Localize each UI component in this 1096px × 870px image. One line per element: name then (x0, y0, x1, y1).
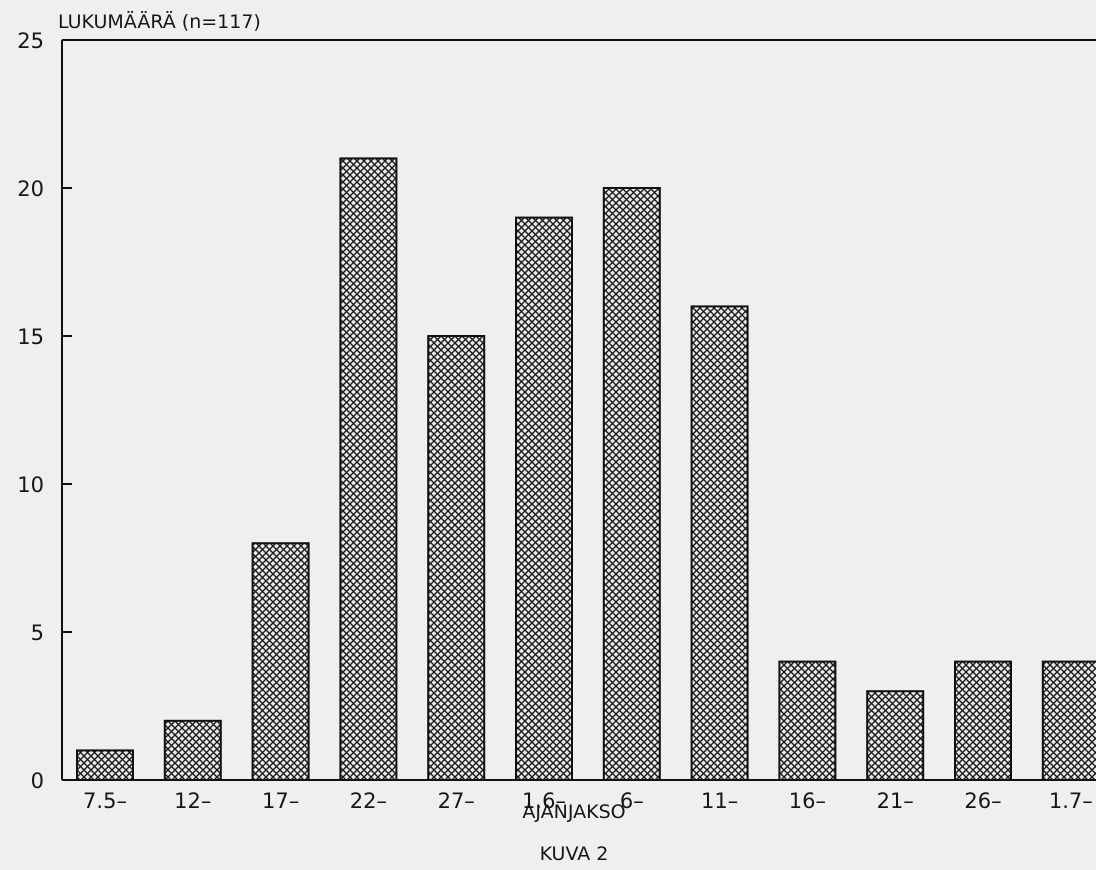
x-tick-label: 6– (620, 789, 644, 813)
bar-8 (778, 660, 837, 781)
y-tick-label: 20 (17, 177, 44, 201)
x-tick-label: 11– (701, 789, 738, 813)
x-tick-label: 12– (174, 789, 211, 813)
y-tick-label: 0 (31, 769, 44, 793)
x-axis-title: AJANJAKSO (522, 801, 625, 823)
bar-6 (602, 187, 661, 781)
bar-4 (427, 335, 486, 781)
x-tick-label: 27– (438, 789, 475, 813)
bar-9 (866, 690, 925, 782)
x-tick-label: 1.6– (522, 789, 566, 813)
y-axis-ticks: 0 5 10 15 20 25 (17, 29, 72, 793)
x-tick-label: 16– (789, 789, 826, 813)
bar-1 (163, 719, 222, 781)
bar-0 (76, 749, 134, 782)
y-tick-label: 5 (31, 621, 44, 645)
x-tick-label: 26– (964, 789, 1001, 813)
bar-7 (690, 305, 749, 781)
bar-3 (339, 157, 398, 781)
bar-2 (251, 542, 310, 782)
x-tick-label: 22– (350, 789, 387, 813)
y-tick-label: 15 (17, 325, 44, 349)
bar-5 (515, 216, 573, 782)
y-tick-label: 10 (17, 473, 44, 497)
x-tick-label: 21– (877, 789, 914, 813)
bar-10 (954, 660, 1012, 781)
x-tick-label: 17– (262, 789, 299, 813)
bars-group (76, 157, 1096, 782)
x-axis-ticks: 7.5– 12– 17– 22– 27– 1.6– 6– 11– 16– 21– 26– 1.7– (83, 789, 1093, 813)
x-tick-label: 1.7– (1049, 789, 1093, 813)
figure-caption: KUVA 2 (540, 843, 609, 865)
x-tick-label: 7.5– (83, 789, 127, 813)
y-tick-label: 25 (17, 29, 44, 53)
bar-11 (1041, 660, 1096, 781)
y-axis-title: LUKUMÄÄRÄ (n=117) (58, 10, 261, 33)
